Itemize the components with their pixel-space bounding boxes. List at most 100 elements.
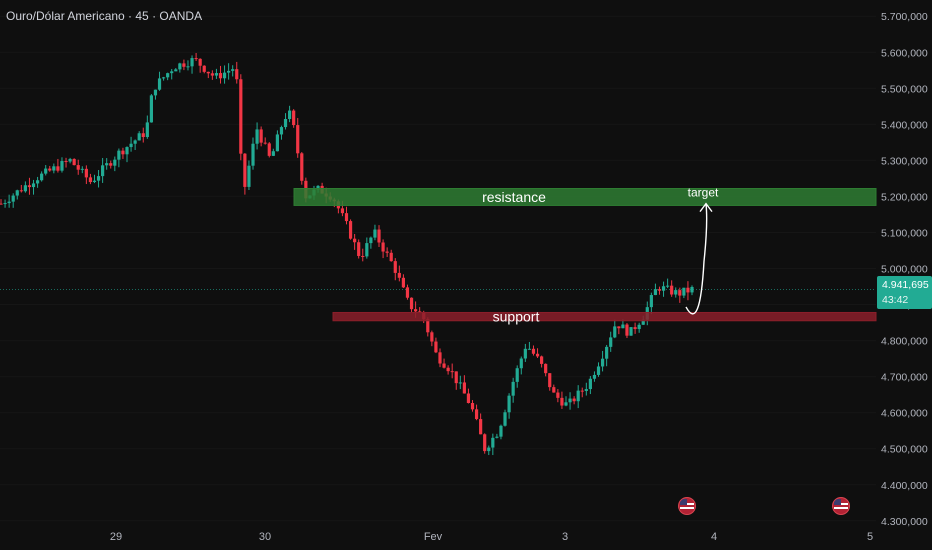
candle-body	[198, 58, 202, 66]
candle-body	[401, 277, 406, 288]
target-arrow[interactable]	[685, 203, 708, 315]
candle-body	[60, 161, 64, 171]
candle-body	[495, 436, 499, 438]
candle-body	[202, 65, 206, 72]
candle-body	[210, 73, 214, 76]
y-tick-label: 5.700,000	[881, 11, 928, 23]
candle-body	[247, 165, 251, 187]
candle-body	[316, 185, 320, 190]
candle-body	[515, 368, 519, 382]
candle-body	[113, 159, 117, 166]
candle-body	[15, 190, 19, 196]
candle-body	[218, 73, 223, 79]
candle-body	[657, 289, 662, 291]
candle-body	[596, 366, 601, 375]
candle-body	[609, 337, 613, 347]
target-label: target	[688, 186, 719, 200]
y-tick-label: 4.500,000	[881, 444, 928, 456]
candle-body	[348, 221, 353, 239]
candle-body	[523, 348, 527, 359]
candle-body	[503, 412, 507, 426]
candle-body	[653, 289, 658, 296]
candle-body	[511, 381, 515, 396]
candle-body	[109, 163, 113, 166]
candle-body	[385, 251, 389, 253]
candle-body	[125, 147, 129, 155]
x-tick-label: 3	[562, 531, 568, 543]
candle-body	[576, 390, 580, 402]
candle-body	[434, 341, 438, 353]
candle-body	[0, 203, 3, 205]
candle-body	[121, 150, 125, 155]
resistance-zone[interactable]	[293, 187, 877, 206]
candle-body	[353, 238, 357, 243]
candle-body	[690, 286, 694, 293]
candle-body	[474, 409, 479, 420]
support-label: support	[493, 309, 540, 325]
axes: 5.700,000 5.600,000 5.500,000 5.400,000 5.30…	[110, 11, 928, 543]
candle-body	[27, 185, 32, 188]
support-zone[interactable]	[332, 311, 877, 322]
candle-body	[56, 166, 60, 171]
us-flag-icon[interactable]	[678, 497, 696, 515]
candles	[0, 53, 694, 456]
candle-body	[552, 387, 556, 393]
candle-body	[251, 143, 255, 166]
candle-body	[271, 151, 275, 156]
candle-body	[287, 110, 292, 120]
candle-body	[206, 71, 210, 74]
candle-body	[365, 243, 369, 257]
candle-body	[381, 242, 385, 252]
last-price-badge: 4.941,695 43:42	[877, 276, 932, 309]
candle-body	[68, 158, 72, 162]
candle-body	[605, 346, 609, 359]
candle-body	[661, 286, 666, 291]
chart-title: Ouro/Dólar Americano · 45 · OANDA	[6, 9, 203, 23]
candle-body	[499, 425, 503, 437]
candle-body	[361, 255, 365, 257]
x-tick-label: 30	[259, 531, 271, 543]
candle-body	[430, 332, 434, 342]
candle-body	[369, 237, 373, 244]
candle-body	[531, 348, 536, 354]
candle-body	[72, 158, 76, 166]
candle-body	[600, 358, 605, 367]
arrow-head-icon	[699, 202, 713, 213]
candle-body	[52, 166, 56, 171]
candle-body	[76, 165, 80, 170]
candle-body	[414, 309, 418, 312]
candle-body	[263, 142, 267, 144]
candle-body	[92, 180, 97, 183]
grid-lines	[0, 15, 876, 522]
candle-body	[409, 297, 414, 310]
candle-body	[300, 153, 304, 181]
candle-body	[137, 133, 141, 141]
candle-body	[641, 319, 645, 325]
candle-body	[23, 185, 27, 192]
candle-body	[483, 434, 487, 452]
candle-body	[670, 285, 674, 295]
candle-body	[621, 324, 625, 329]
candle-body	[454, 371, 458, 384]
candle-body	[479, 419, 483, 435]
candle-body	[84, 168, 88, 178]
candle-body	[19, 190, 23, 192]
candle-body	[507, 395, 511, 413]
candle-body	[527, 348, 532, 350]
candle-body	[182, 63, 186, 67]
candle-body	[157, 78, 162, 90]
candle-body	[267, 143, 271, 156]
resistance-label: resistance	[482, 189, 546, 205]
candle-body	[222, 72, 227, 79]
candle-body	[283, 119, 288, 128]
candle-body	[190, 58, 194, 67]
candle-body	[101, 165, 105, 177]
candle-body	[377, 229, 381, 243]
us-flag-icon[interactable]	[832, 497, 850, 515]
candle-body	[617, 326, 621, 329]
candle-body	[568, 398, 572, 403]
candle-body	[678, 290, 682, 296]
bar-countdown: 43:42	[882, 294, 909, 306]
candle-body	[64, 161, 68, 163]
